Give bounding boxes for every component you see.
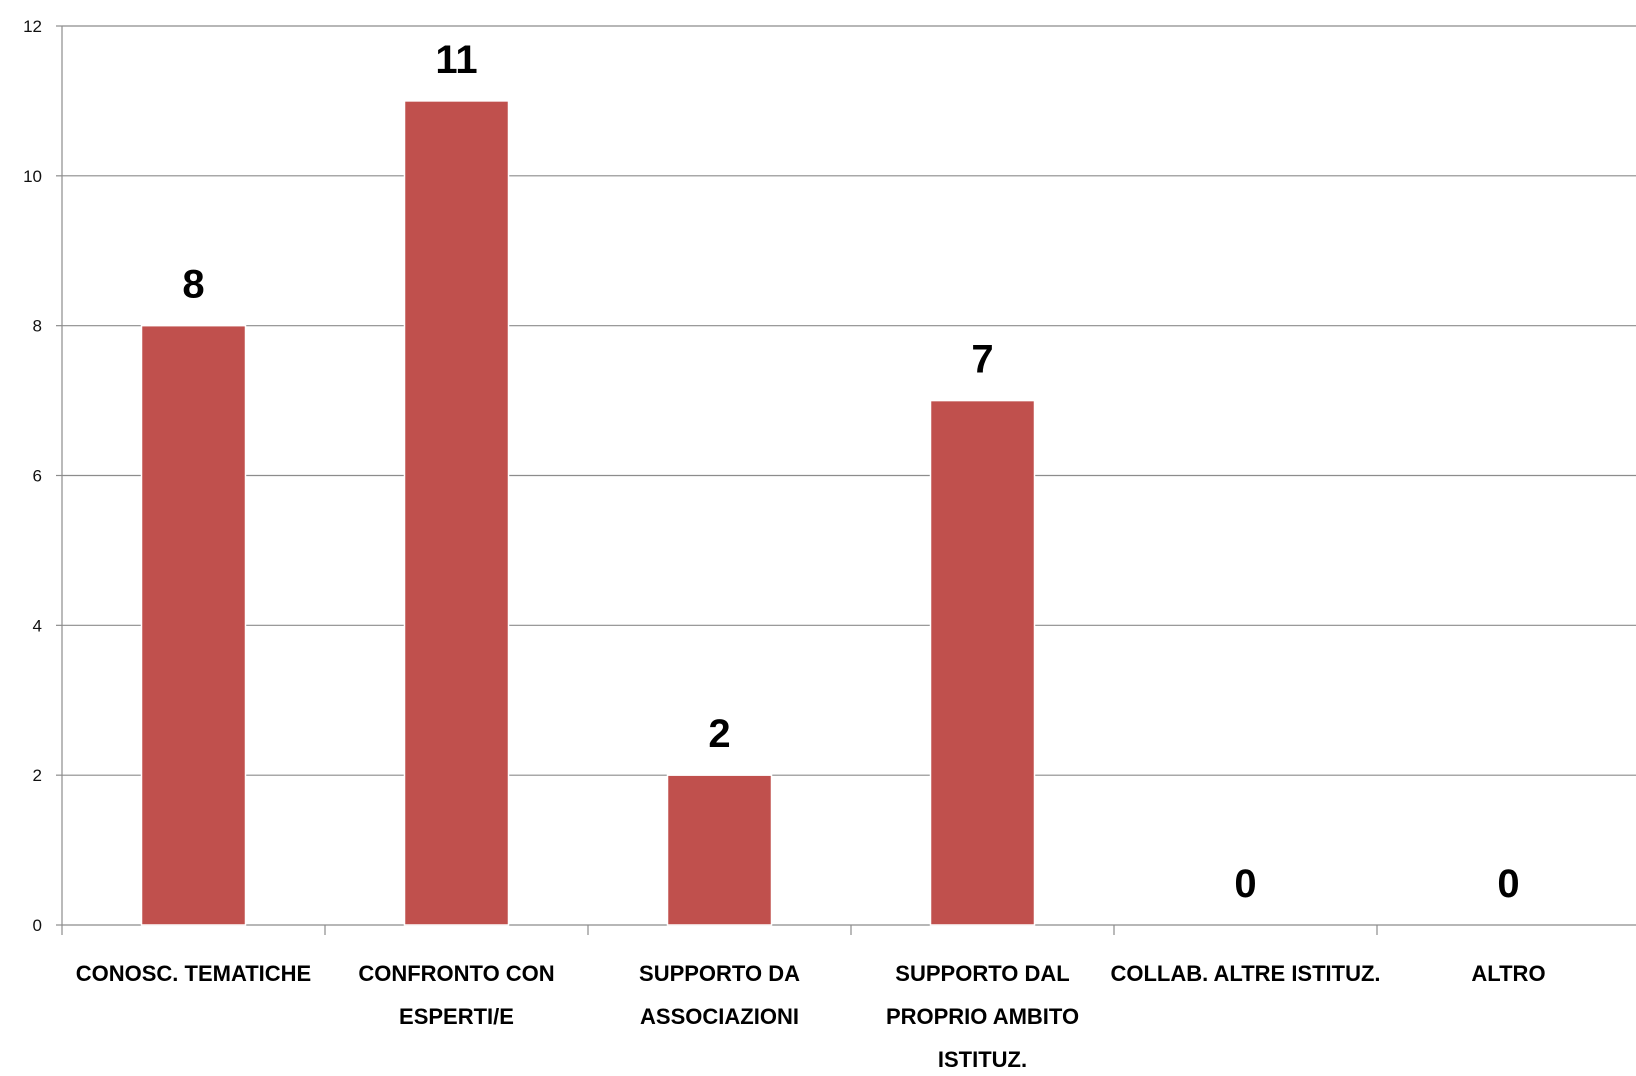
- y-tick-label: 2: [33, 766, 42, 785]
- y-tick-label: 4: [33, 616, 42, 635]
- x-category-label: ASSOCIAZIONI: [640, 1004, 799, 1029]
- x-category-label: ALTRO: [1471, 961, 1545, 986]
- x-category-label: ISTITUZ.: [938, 1047, 1027, 1072]
- gridlines: [62, 25, 1636, 776]
- x-category-label: SUPPORTO DAL: [895, 961, 1069, 986]
- bars: [140, 100, 1036, 926]
- x-category-label: COLLAB. ALTRE ISTITUZ.: [1110, 961, 1380, 986]
- labels: 8 CONOSC. TEMATICHE 11 CONFRONTO CON ESPERTI…: [76, 38, 1546, 1072]
- x-category-label: SUPPORTO DA: [639, 961, 800, 986]
- bar: [929, 399, 1036, 926]
- data-label: 2: [708, 712, 730, 756]
- y-tick-label: 0: [33, 916, 42, 935]
- y-tick-label: 8: [33, 317, 42, 336]
- bar: [140, 324, 247, 926]
- x-category-label: ESPERTI/E: [399, 1004, 514, 1029]
- bar: [666, 774, 773, 926]
- data-label: 7: [971, 338, 993, 382]
- x-category-label: CONOSC. TEMATICHE: [76, 961, 311, 986]
- data-label: 8: [182, 263, 204, 307]
- axes: 0 2 4 6 8 10 12: [23, 17, 1636, 935]
- bar: [403, 100, 510, 926]
- data-label: 11: [435, 38, 477, 82]
- x-category-label: CONFRONTO CON: [358, 961, 554, 986]
- data-label: 0: [1497, 862, 1519, 906]
- x-category-label: PROPRIO AMBITO: [886, 1004, 1079, 1029]
- y-tick-label: 12: [23, 17, 42, 36]
- data-label: 0: [1234, 862, 1256, 906]
- y-tick-label: 6: [33, 467, 42, 486]
- y-tick-label: 10: [23, 167, 42, 186]
